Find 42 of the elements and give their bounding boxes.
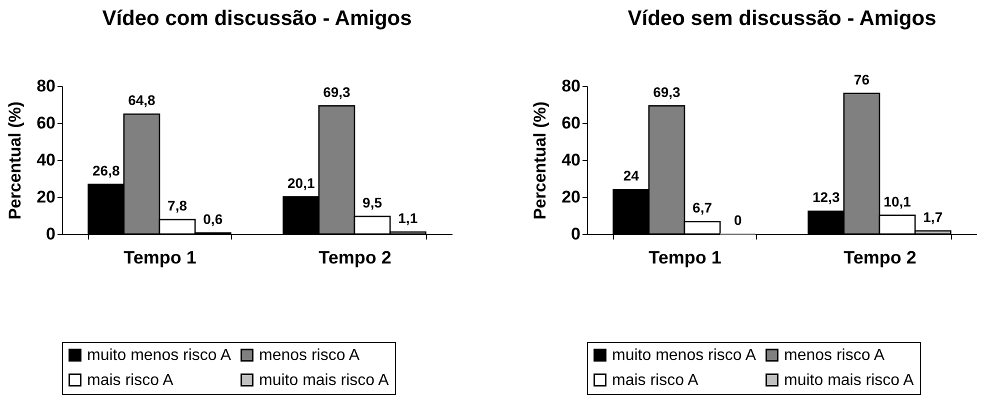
data-label: 0,6 <box>203 210 223 227</box>
legend-label: menos risco A <box>259 347 360 364</box>
x-tick-label: Tempo 2 <box>318 248 392 268</box>
data-label: 9,5 <box>362 194 382 210</box>
data-label: 26,8 <box>92 162 120 178</box>
x-tick-label: Tempo 2 <box>844 248 916 268</box>
legend-label: muito mais risco A <box>259 372 390 389</box>
x-tick-label: Tempo 1 <box>124 248 196 268</box>
legend-label: mais risco A <box>612 372 699 389</box>
y-tick-label: 40 <box>36 150 56 170</box>
y-tick-label: 80 <box>562 76 580 96</box>
legend-label: muito mais risco A <box>784 372 914 389</box>
data-label: 20,1 <box>287 174 315 191</box>
chart-title: Vídeo com discussão - Amigos <box>102 7 412 30</box>
data-label: 69,3 <box>323 84 351 100</box>
legend-label: menos risco A <box>784 347 885 364</box>
legend-label: mais risco A <box>87 372 174 389</box>
legend-label: muito menos risco A <box>612 347 756 364</box>
y-tick-label: 0 <box>571 224 580 244</box>
y-tick-label: 80 <box>36 76 56 96</box>
legend-label: muito menos risco A <box>87 347 232 364</box>
data-label: 76 <box>854 71 870 88</box>
data-label: 1,1 <box>398 210 418 226</box>
y-tick-label: 60 <box>36 114 56 132</box>
y-tick-label: 60 <box>562 114 580 132</box>
y-tick-label: 20 <box>36 188 56 206</box>
data-label: 0 <box>734 212 742 228</box>
y-tick-label: 0 <box>46 224 56 244</box>
y-tick-label: 20 <box>562 188 580 206</box>
data-label: 1,7 <box>923 208 943 225</box>
y-axis-title: Percentual (%) <box>6 101 25 220</box>
y-axis-title: Percentual (%) <box>530 101 550 220</box>
data-label: 6,7 <box>692 200 712 216</box>
chart-title: Vídeo sem discussão - Amigos <box>628 7 936 30</box>
data-label: 24 <box>623 168 640 184</box>
data-label: 12,3 <box>812 189 840 206</box>
data-label: 69,3 <box>653 84 681 100</box>
x-tick-label: Tempo 1 <box>648 248 722 268</box>
data-label: 7,8 <box>168 198 188 214</box>
data-label: 64,8 <box>128 92 156 108</box>
data-label: 10,1 <box>884 193 912 210</box>
y-tick-label: 40 <box>562 150 580 170</box>
